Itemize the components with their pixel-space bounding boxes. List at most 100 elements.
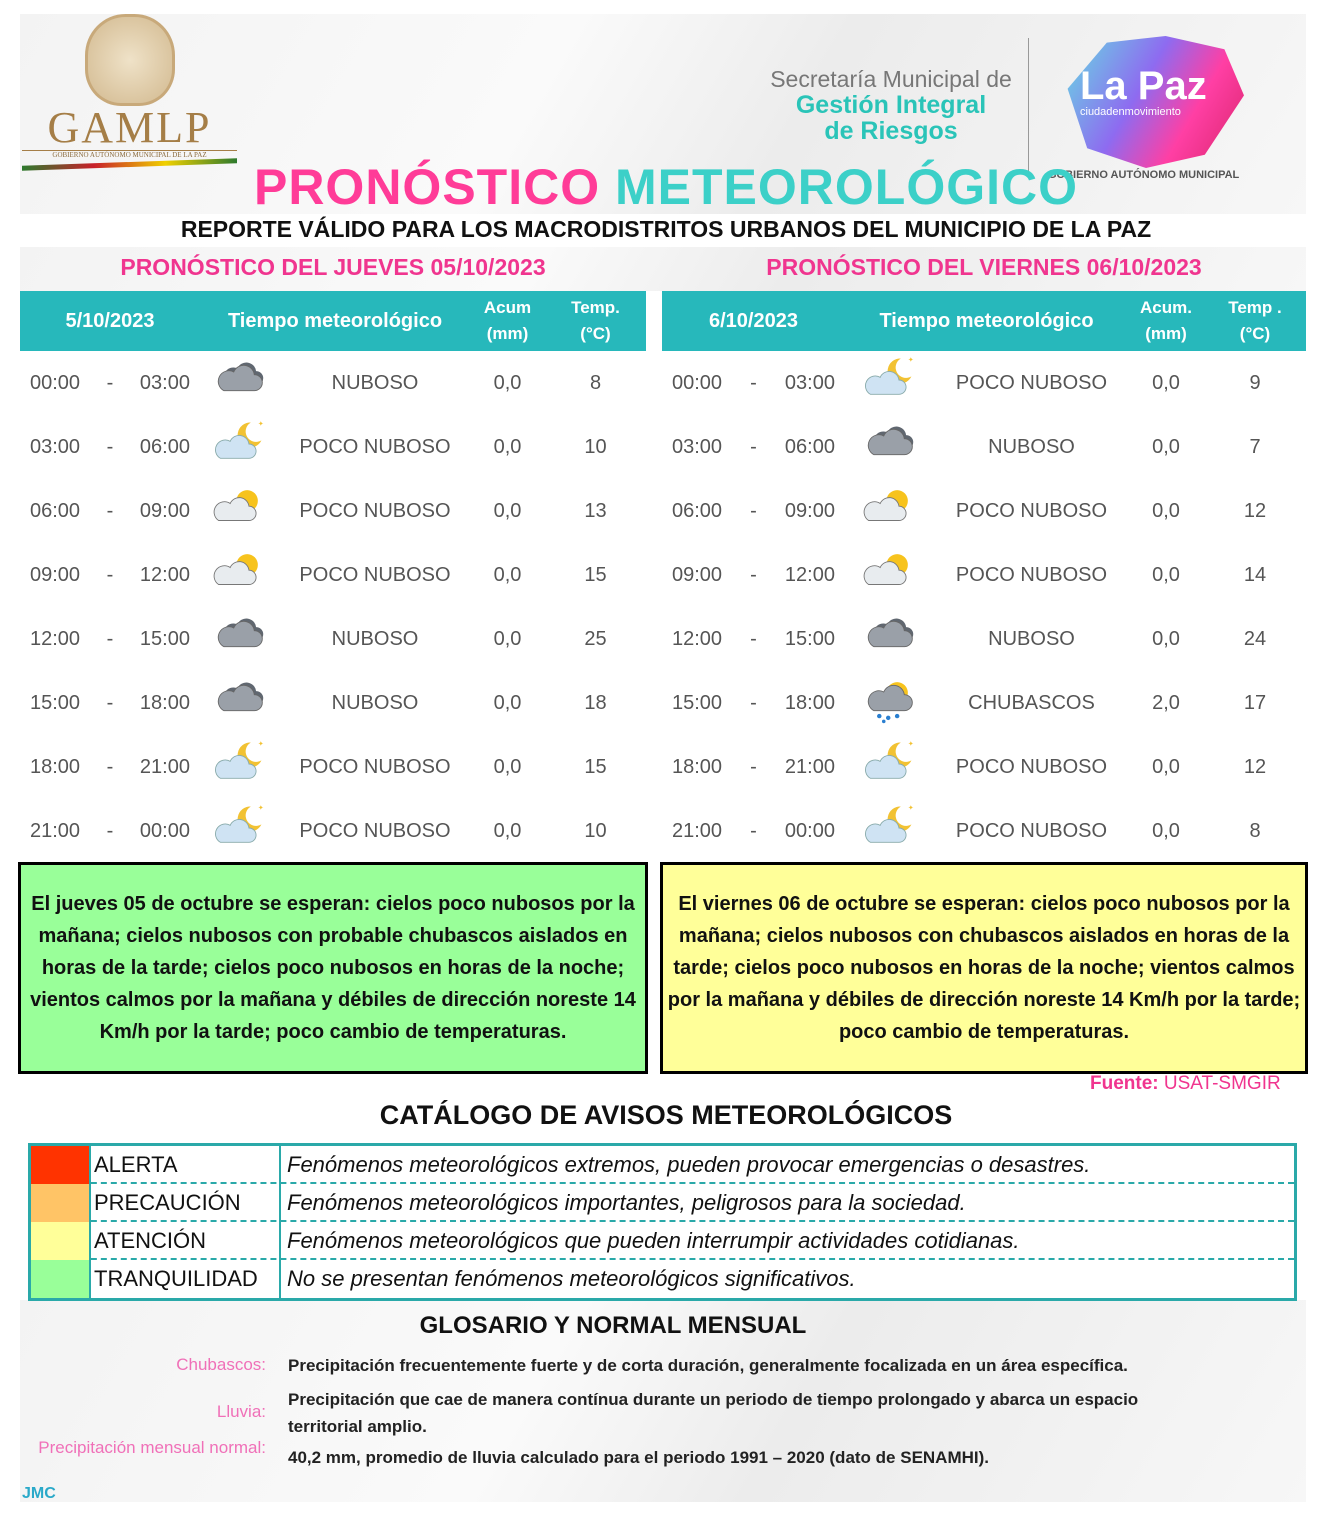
time-end: 09:00 bbox=[139, 499, 190, 522]
level-label: PRECAUCIÓN bbox=[89, 1184, 279, 1222]
time-start: 18:00 bbox=[30, 755, 81, 778]
table-row: 15:00 - 18:00 NUBOSO 0,0 18 bbox=[20, 671, 646, 735]
precipitation-value: 0,0 bbox=[1152, 819, 1180, 842]
time-dash: - bbox=[750, 563, 757, 586]
time-dash: - bbox=[750, 755, 757, 778]
time-dash: - bbox=[750, 435, 757, 458]
glossary-definition: Precipitación que cae de manera contínua… bbox=[288, 1390, 1139, 1436]
gamlp-logo-text: GAMLP bbox=[47, 103, 212, 152]
header-acum-label: Acum bbox=[483, 298, 532, 317]
time-start: 21:00 bbox=[672, 819, 723, 842]
level-color-swatch bbox=[31, 1146, 89, 1184]
header-acum: Acum (mm) bbox=[470, 295, 545, 347]
table-row: 09:00 - 12:00 POCO NUBOSO 0,0 15 bbox=[20, 543, 646, 607]
precipitation-value: 0,0 bbox=[1152, 371, 1180, 394]
weather-condition: POCO NUBOSO bbox=[299, 563, 451, 586]
time-range: 18:00 - 21:00 bbox=[662, 756, 845, 779]
cloudy-icon bbox=[200, 611, 280, 667]
time-dash: - bbox=[106, 755, 114, 778]
time-dash: - bbox=[750, 627, 757, 650]
header-acum-label: Acum. bbox=[1140, 298, 1192, 317]
day-title-band bbox=[20, 247, 1306, 291]
weather-condition: POCO NUBOSO bbox=[299, 435, 451, 458]
time-dash: - bbox=[106, 371, 114, 394]
temperature-value: 12 bbox=[1243, 755, 1267, 778]
weather-condition: POCO NUBOSO bbox=[299, 819, 451, 842]
author-initials: JMC bbox=[22, 1485, 56, 1502]
level-label: ALERTA bbox=[89, 1146, 279, 1184]
secretaria-line2: Gestión Integral bbox=[795, 91, 987, 119]
table-row: 18:00 - 21:00 ✦ POCO NUBOSO 0,0 12 bbox=[662, 735, 1306, 799]
weather-condition: POCO NUBOSO bbox=[299, 755, 451, 778]
time-dash: - bbox=[106, 691, 114, 714]
time-range: 09:00 - 12:00 bbox=[20, 564, 200, 587]
time-end: 12:00 bbox=[784, 563, 835, 586]
time-end: 12:00 bbox=[139, 563, 190, 586]
time-end: 00:00 bbox=[784, 819, 835, 842]
weather-condition: POCO NUBOSO bbox=[955, 499, 1108, 522]
time-start: 03:00 bbox=[672, 435, 723, 458]
table-row: 21:00 - 00:00 ✦ POCO NUBOSO 0,0 8 bbox=[662, 799, 1306, 863]
partly-cloudy-day-icon bbox=[200, 483, 280, 539]
svg-text:✦: ✦ bbox=[258, 740, 264, 748]
table-row: 12:00 - 15:00 NUBOSO 0,0 25 bbox=[20, 607, 646, 671]
forecast-table-1: 5/10/2023 Tiempo meteorológico Acum (mm) … bbox=[20, 291, 646, 863]
time-end: 18:00 bbox=[139, 691, 190, 714]
weather-condition: POCO NUBOSO bbox=[955, 563, 1108, 586]
time-start: 12:00 bbox=[30, 627, 81, 650]
temperature-value: 14 bbox=[1243, 563, 1267, 586]
page-subtitle: REPORTE VÁLIDO PARA LOS MACRODISTRITOS U… bbox=[180, 216, 1152, 242]
temperature-value: 13 bbox=[584, 499, 607, 522]
temperature-value: 10 bbox=[584, 435, 607, 458]
time-range: 21:00 - 00:00 bbox=[662, 820, 845, 843]
time-range: 12:00 - 15:00 bbox=[662, 628, 845, 651]
svg-text:✦: ✦ bbox=[908, 740, 914, 748]
cloudy-icon bbox=[845, 611, 935, 667]
precipitation-value: 0,0 bbox=[1152, 755, 1180, 778]
time-range: 00:00 - 03:00 bbox=[20, 372, 200, 395]
header-temp-unit: (°C) bbox=[580, 324, 611, 343]
time-range: 15:00 - 18:00 bbox=[662, 692, 845, 715]
header-temp-label: Temp . bbox=[1228, 298, 1282, 317]
time-end: 18:00 bbox=[784, 691, 835, 714]
header-weather: Tiempo meteorológico bbox=[879, 309, 1094, 332]
time-end: 21:00 bbox=[139, 755, 190, 778]
table-row: 18:00 - 21:00 ✦ POCO NUBOSO 0,0 15 bbox=[20, 735, 646, 799]
secretaria-logo: Secretaría Municipal de Gestión Integral… bbox=[760, 66, 1022, 144]
temperature-value: 17 bbox=[1243, 691, 1267, 714]
header-date: 6/10/2023 bbox=[709, 309, 798, 332]
table-row: 09:00 - 12:00 POCO NUBOSO 0,0 14 bbox=[662, 543, 1306, 607]
precipitation-value: 0,0 bbox=[493, 499, 522, 522]
temperature-value: 10 bbox=[584, 819, 607, 842]
time-start: 12:00 bbox=[672, 627, 723, 650]
time-dash: - bbox=[750, 691, 757, 714]
catalog-row: PRECAUCIÓN Fenómenos meteorológicos impo… bbox=[31, 1184, 1294, 1222]
time-dash: - bbox=[750, 819, 757, 842]
time-start: 09:00 bbox=[672, 563, 723, 586]
catalog-row: TRANQUILIDAD No se presentan fenómenos m… bbox=[31, 1260, 1294, 1298]
glossary-term: Chubascos: bbox=[176, 1355, 266, 1374]
time-range: 03:00 - 06:00 bbox=[20, 436, 200, 459]
time-start: 06:00 bbox=[672, 499, 723, 522]
precipitation-value: 0,0 bbox=[1152, 563, 1180, 586]
level-color-swatch bbox=[31, 1260, 89, 1298]
table-row: 21:00 - 00:00 ✦ POCO NUBOSO 0,0 10 bbox=[20, 799, 646, 863]
partly-cloudy-night-icon: ✦ bbox=[845, 355, 935, 411]
time-end: 15:00 bbox=[139, 627, 190, 650]
table-row: 03:00 - 06:00 ✦ POCO NUBOSO 0,0 10 bbox=[20, 415, 646, 479]
time-dash: - bbox=[106, 627, 114, 650]
header-acum-unit: (mm) bbox=[486, 324, 529, 343]
temperature-value: 9 bbox=[1249, 371, 1261, 394]
glossary-definition: Precipitación frecuentemente fuerte y de… bbox=[288, 1356, 1128, 1375]
title-part-1: PRONÓSTICO bbox=[253, 159, 601, 215]
svg-text:✦: ✦ bbox=[258, 804, 264, 812]
time-dash: - bbox=[750, 371, 757, 394]
time-dash: - bbox=[106, 563, 114, 586]
precipitation-value: 0,0 bbox=[1152, 435, 1180, 458]
partly-cloudy-night-icon: ✦ bbox=[845, 803, 935, 859]
time-start: 21:00 bbox=[30, 819, 81, 842]
time-range: 00:00 - 03:00 bbox=[662, 372, 845, 395]
table-row: 06:00 - 09:00 POCO NUBOSO 0,0 13 bbox=[20, 479, 646, 543]
secretaria-line1: Secretaría Municipal de bbox=[770, 66, 1012, 92]
svg-text:✦: ✦ bbox=[908, 356, 914, 364]
